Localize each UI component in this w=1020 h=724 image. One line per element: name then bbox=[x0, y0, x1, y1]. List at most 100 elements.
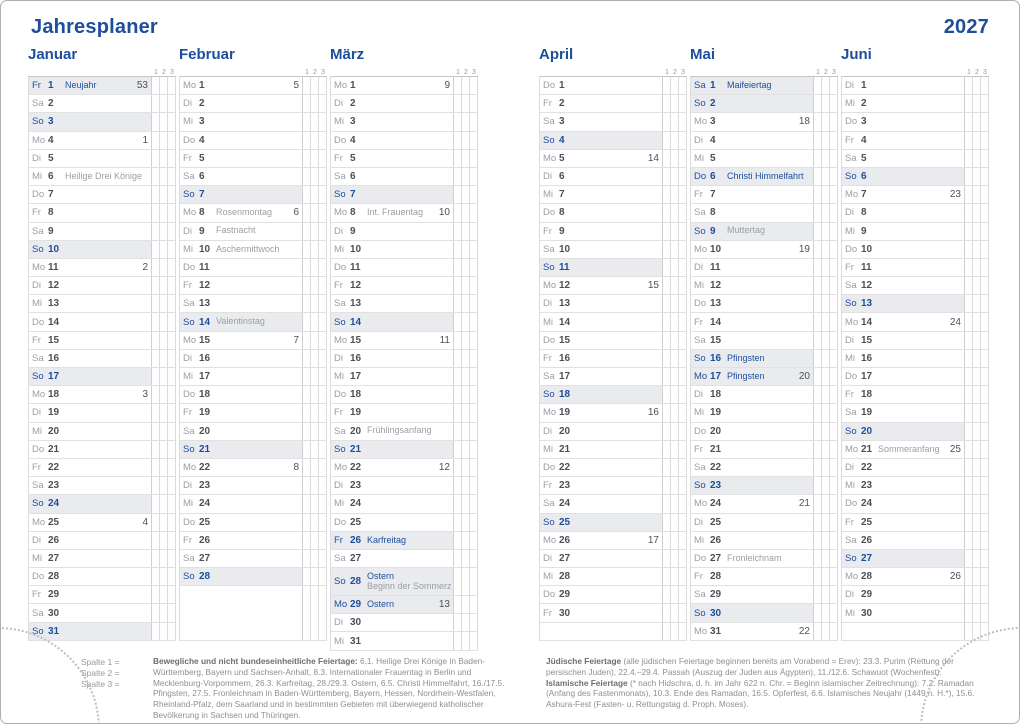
mini-column-cell bbox=[152, 349, 160, 367]
mini-column-cell bbox=[965, 331, 973, 349]
weekday-label: Mi bbox=[32, 298, 43, 310]
mini-column-cell bbox=[470, 95, 478, 113]
mini-column-cell bbox=[679, 149, 687, 167]
mini-column-cell bbox=[679, 622, 687, 640]
day-row: Do 21 bbox=[29, 440, 176, 459]
mini-column-cell bbox=[981, 368, 989, 386]
mini-column-cell bbox=[822, 95, 830, 113]
weekday-label: Di bbox=[694, 516, 703, 528]
day-cell: So 6 bbox=[842, 167, 965, 186]
weekday-label: Di bbox=[183, 480, 192, 492]
weekday-label: Mi bbox=[183, 371, 194, 383]
mini-column-cell bbox=[814, 622, 822, 640]
day-row: Mi 5 bbox=[691, 149, 838, 168]
mini-column-cell bbox=[303, 113, 311, 131]
mini-column-cell bbox=[152, 222, 160, 240]
holiday-note: Fastnacht bbox=[216, 226, 256, 236]
day-number: 13 bbox=[559, 298, 571, 310]
weekday-label: So bbox=[694, 480, 706, 492]
week-number: 21 bbox=[798, 498, 810, 510]
day-number: 24 bbox=[350, 498, 362, 510]
mini-column-cell bbox=[168, 295, 176, 313]
mini-column-cell bbox=[160, 513, 168, 531]
day-cell: Fr 8 bbox=[29, 204, 152, 222]
weekday-label: So bbox=[845, 552, 857, 564]
mini-column-label: 3 bbox=[321, 69, 325, 76]
weekday-label: Fr bbox=[183, 407, 192, 419]
day-row: Do 10 bbox=[842, 240, 989, 259]
day-row: Do 18 bbox=[180, 386, 327, 405]
weekday-label: Sa bbox=[694, 80, 706, 92]
mini-column-cell bbox=[168, 404, 176, 422]
mini-column-cell bbox=[830, 622, 838, 640]
mini-column-cell bbox=[303, 240, 311, 258]
day-cell: Mi 9 bbox=[842, 222, 965, 240]
weekday-label: Do bbox=[32, 189, 45, 201]
week-number: 24 bbox=[949, 316, 961, 328]
day-row: Mo 26 17 bbox=[540, 531, 687, 550]
mini-column-cell bbox=[160, 149, 168, 167]
footnote-religious-holidays: Jüdische Feiertage (alle jüdischen Feier… bbox=[546, 656, 996, 710]
mini-column-cell bbox=[671, 167, 679, 186]
day-row: Di 19 bbox=[29, 404, 176, 423]
day-cell: So 25 bbox=[540, 513, 663, 531]
footnote-jewish-text: (alle jüdischen Feiertage beginnen berei… bbox=[546, 656, 954, 677]
weekday-label: So bbox=[32, 116, 44, 128]
weekday-label: Mi bbox=[694, 280, 705, 292]
mini-column-cell bbox=[303, 258, 311, 277]
day-cell: Di 18 bbox=[691, 386, 814, 404]
day-cell: Mi 13 bbox=[29, 295, 152, 313]
mini-column-cell bbox=[679, 77, 687, 95]
day-number: 8 bbox=[48, 207, 54, 219]
day-number: 14 bbox=[559, 316, 571, 328]
mini-column-cell bbox=[671, 258, 679, 277]
day-row: Fr 22 bbox=[29, 458, 176, 478]
mini-column-cell bbox=[462, 167, 470, 186]
day-row: So 28 bbox=[180, 568, 327, 587]
month-table: Do 1 Fr 2 Sa 3 So 4 Mo 5 14 Di 6 Mi 7 Do 8 Fr 9 Sa 10 So 11 Mo 1… bbox=[539, 76, 687, 641]
day-number: 1 bbox=[199, 80, 205, 92]
day-cell: Sa 8 bbox=[691, 204, 814, 222]
day-row: Di 16 bbox=[331, 349, 478, 368]
mini-column-cell bbox=[679, 222, 687, 240]
mini-column-cell bbox=[981, 477, 989, 495]
weekday-label: Do bbox=[543, 462, 556, 474]
day-number: 29 bbox=[48, 589, 60, 601]
mini-column-cell bbox=[311, 513, 319, 531]
mini-column-cell bbox=[160, 113, 168, 131]
mini-column-cell bbox=[462, 404, 470, 422]
mini-column-cell bbox=[454, 222, 462, 240]
mini-column-cell bbox=[462, 95, 470, 113]
week-number: 18 bbox=[798, 116, 810, 128]
day-number: 28 bbox=[710, 571, 722, 583]
day-cell: Do 13 bbox=[691, 295, 814, 313]
day-number: 14 bbox=[199, 316, 211, 328]
day-row: So 23 bbox=[691, 477, 838, 496]
mini-column-cell bbox=[679, 586, 687, 604]
mini-column-cell bbox=[168, 167, 176, 186]
day-row: Sa 1 Maifeiertag bbox=[691, 77, 838, 96]
mini-column-cell bbox=[303, 422, 311, 440]
mini-column-cell bbox=[814, 204, 822, 222]
day-cell: Fr 28 bbox=[691, 568, 814, 586]
day-cell: Mo 24 21 bbox=[691, 495, 814, 513]
mini-column-cell bbox=[679, 186, 687, 204]
mini-column-cell bbox=[679, 477, 687, 495]
mini-column-cell bbox=[965, 368, 973, 386]
mini-column-cell bbox=[311, 458, 319, 477]
day-number: 9 bbox=[559, 225, 565, 237]
mini-column-cell bbox=[470, 596, 478, 614]
mini-column-cell bbox=[152, 604, 160, 622]
day-number: 24 bbox=[48, 498, 60, 510]
mini-column-cell bbox=[160, 477, 168, 495]
day-row: Fr 14 bbox=[691, 313, 838, 332]
mini-column-cell bbox=[965, 622, 973, 640]
weekday-label: So bbox=[32, 243, 44, 255]
weekday-label: Sa bbox=[543, 498, 555, 510]
weekday-label: So bbox=[543, 134, 555, 146]
week-number: 23 bbox=[949, 189, 961, 201]
day-row: So 17 bbox=[29, 368, 176, 387]
weekday-label: Mi bbox=[845, 352, 856, 364]
weekday-label: Fr bbox=[334, 280, 343, 292]
day-row: Mo 1 9 bbox=[331, 77, 478, 96]
